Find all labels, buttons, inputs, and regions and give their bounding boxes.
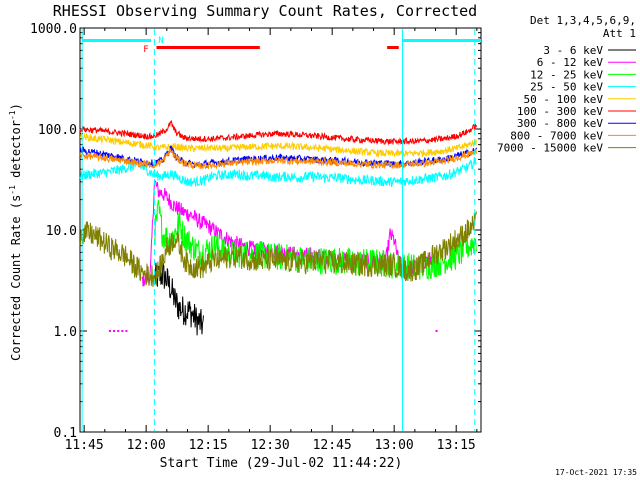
night-bar bbox=[82, 39, 152, 42]
x-tick-label: 12:30 bbox=[251, 438, 290, 453]
y-axis-label-sup1: -1 bbox=[8, 185, 17, 195]
magenta-dot bbox=[113, 330, 116, 332]
y-tick-label: 10.0 bbox=[46, 224, 77, 239]
x-tick-label: 13:00 bbox=[375, 438, 414, 453]
x-axis-label: Start Time (29-Jul-02 11:44:22) bbox=[160, 456, 403, 471]
x-tick-label: 12:00 bbox=[127, 438, 166, 453]
y-axis-label-main: Corrected Count Rate (s bbox=[9, 195, 23, 361]
series-line bbox=[153, 262, 204, 336]
night-bar bbox=[402, 39, 481, 42]
series-layer bbox=[79, 119, 477, 336]
legend-label: 6 - 12 keV bbox=[537, 56, 604, 69]
x-tick-label: 13:15 bbox=[437, 438, 476, 453]
x-tick-label: 12:45 bbox=[313, 438, 352, 453]
magenta-dot bbox=[435, 330, 438, 332]
legend-header-line-1: Det 1,3,4,5,6,9, bbox=[530, 14, 636, 27]
flare-bar bbox=[387, 46, 399, 49]
legend-label: 300 - 800 keV bbox=[517, 117, 603, 130]
marker-layer: FN bbox=[81, 29, 481, 431]
x-axis-ticks: 11:45 12:00 12:15 12:30 12:45 13:00 13:15 bbox=[65, 28, 478, 453]
y-tick-label: 100.0 bbox=[38, 123, 77, 138]
legend-label: 100 - 300 keV bbox=[517, 105, 603, 118]
magenta-dot bbox=[125, 330, 128, 332]
chart-title: RHESSI Observing Summary Count Rates, Co… bbox=[53, 2, 477, 20]
magenta-dot bbox=[108, 330, 111, 332]
series-line bbox=[79, 147, 477, 170]
y-tick-label: 1.0 bbox=[54, 325, 77, 340]
y-tick-label: 0.1 bbox=[54, 426, 77, 441]
legend-label: 3 - 6 keV bbox=[543, 44, 603, 57]
y-axis-label-sup2: -1 bbox=[8, 110, 17, 120]
legend-label: 7000 - 15000 keV bbox=[497, 142, 603, 155]
flare-bar bbox=[156, 46, 260, 49]
magenta-dot bbox=[117, 330, 120, 332]
legend-label: 50 - 100 keV bbox=[524, 93, 604, 106]
x-tick-label: 12:15 bbox=[189, 438, 228, 453]
x-tick-label: 11:45 bbox=[65, 438, 104, 453]
legend-header-line-2: Att 1 bbox=[603, 27, 636, 40]
legend-label: 12 - 25 keV bbox=[530, 68, 603, 81]
night-flag-label: N bbox=[158, 36, 163, 46]
y-tick-label: 1000.0 bbox=[30, 22, 77, 37]
flare-flag-label: F bbox=[143, 45, 148, 55]
series-line bbox=[79, 119, 477, 146]
y-axis-label-end: ) bbox=[9, 103, 23, 110]
legend-label: 25 - 50 keV bbox=[530, 81, 603, 94]
series-line bbox=[79, 211, 477, 287]
y-axis-label: Corrected Count Rate (s-1 detector-1) bbox=[8, 103, 23, 361]
timestamp: 17-Oct-2021 17:35 bbox=[555, 468, 637, 477]
magenta-dot bbox=[121, 330, 124, 332]
series-line bbox=[79, 131, 477, 158]
legend-label: 800 - 7000 keV bbox=[510, 129, 603, 142]
y-axis-label-mid: detector bbox=[9, 120, 23, 185]
